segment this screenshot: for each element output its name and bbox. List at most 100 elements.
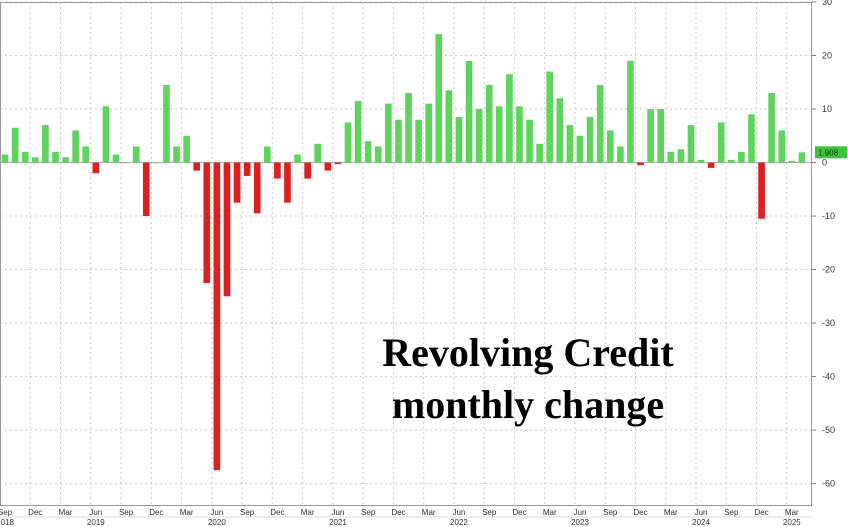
bar [72,130,79,163]
x-year-label: 2023 [571,518,589,527]
x-tick-label: Sep [361,508,376,517]
bar [606,130,614,163]
bar [495,106,503,163]
bar [243,162,251,176]
x-year-label: 2018 [0,518,14,527]
bar [435,34,443,163]
y-tick-label: -60 [822,479,835,489]
bar [11,127,19,163]
x-tick-label: Sep [0,508,13,517]
bar [82,146,90,163]
chart-title: Revolving Credit monthly change [382,330,674,427]
bar [203,162,211,283]
x-tick-label: Jun [89,508,102,517]
bar [354,100,362,163]
x-year-label: 2022 [450,518,468,527]
bar [546,71,554,163]
bar [707,162,715,168]
x-tick-label: Jun [453,508,466,517]
bars [1,34,806,471]
x-tick-label: Mar [664,508,678,517]
y-tick-label: -20 [822,265,835,275]
bar [385,103,392,163]
chart-title-line-2: monthly change [392,382,664,427]
x-tick-label: Dec [391,508,405,517]
bar [586,117,594,163]
bar [566,125,574,163]
y-tick-label: -40 [822,372,835,382]
bar [768,92,775,163]
bar [717,122,725,163]
bar [516,106,523,163]
bar [304,162,311,179]
bar [425,103,433,163]
x-tick-label: Jun [210,508,223,517]
bar [42,125,49,163]
bar [62,157,69,163]
bar [647,109,654,163]
x-tick-label: Dec [270,508,284,517]
bar [465,60,473,163]
bar [284,162,291,203]
bar [556,98,564,163]
bar [727,159,735,163]
bar [163,84,170,163]
bar [102,106,110,163]
y-tick-label: 30 [822,0,832,7]
bar [657,109,665,163]
last-value-label-text: 1.908 [818,148,839,157]
bar [344,122,352,163]
bar [485,84,493,163]
bar [798,152,806,163]
x-year-label: 2024 [692,518,710,527]
bar [667,151,675,163]
bar [596,84,604,163]
bar [637,162,644,166]
y-tick-label: -50 [822,425,835,435]
x-tick-label: Dec [512,508,526,517]
bar [445,90,453,163]
x-tick-label: Sep [119,508,134,517]
x-year-label: 2021 [329,518,347,527]
bar [506,74,513,163]
bar [526,119,533,163]
x-year-label: 2025 [783,518,801,527]
bar [364,141,372,163]
bar [778,130,786,163]
x-year-label: 2020 [208,518,226,527]
x-tick-label: Dec [633,508,647,517]
bar [415,119,422,163]
bar [748,114,755,163]
x-tick-label: Sep [482,508,497,517]
x-tick-label: Jun [695,508,708,517]
x-tick-label: Dec [28,508,42,517]
x-tick-label: Mar [180,508,194,517]
bar [274,162,281,179]
bar [112,154,120,163]
x-tick-label: Mar [543,508,557,517]
y-tick-label: 20 [822,51,832,61]
bar [122,162,130,164]
bar [687,125,695,163]
x-year-label: 2019 [87,518,105,527]
y-tick-label: 0 [822,158,827,168]
bar [536,143,543,163]
gridlines [0,1,812,505]
x-tick-label: Jun [331,508,344,517]
bar [1,154,9,163]
bar [52,151,59,163]
bar [314,143,322,163]
bar [697,159,705,163]
bar [21,151,29,163]
x-tick-label: Mar [301,508,315,517]
bar [405,92,412,163]
bar [31,157,39,163]
bar [677,149,685,163]
bar [788,160,796,163]
bar [153,162,160,164]
plot-border [0,2,812,506]
bar [233,162,241,203]
x-tick-label: Mar [59,508,73,517]
chart-title-line-1: Revolving Credit [382,330,674,375]
last-value-label-bg [815,146,847,159]
